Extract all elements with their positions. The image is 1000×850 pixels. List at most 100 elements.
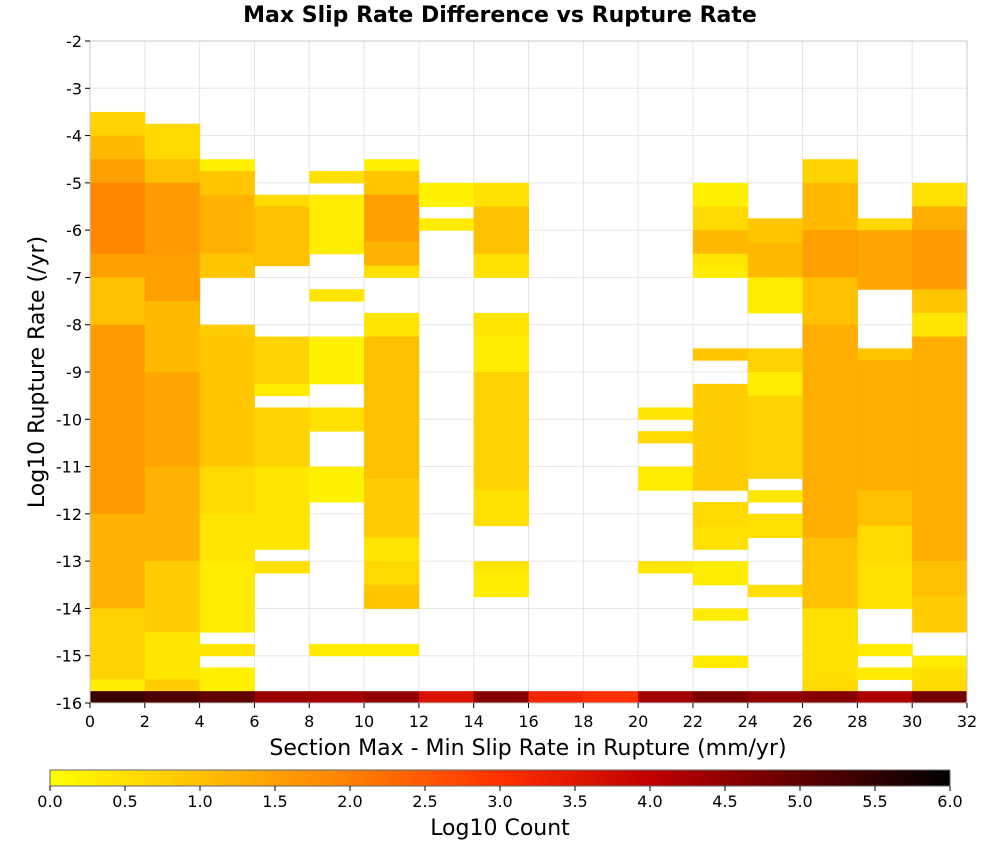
heatmap-cell [309,289,365,302]
heatmap-cell [747,348,804,373]
x-tick-label: 30 [902,712,922,731]
heatmap-cell [692,253,749,267]
x-tick-label: 28 [847,712,867,731]
heatmap-cell [144,253,201,302]
colorbar-tick-label: 5.5 [862,792,887,811]
heatmap-cell [199,336,255,468]
y-axis-label: Log10 Rupture Rate (/yr) [25,236,50,508]
heatmap-cell [747,584,804,598]
heatmap-cell [309,466,365,503]
y-tick-label: -15 [56,647,82,666]
heatmap-cell [473,372,529,491]
y-tick-label: -16 [56,694,82,713]
heatmap-cell [692,348,749,361]
heatmap-cell [364,171,420,196]
colorbar-tick-label: 1.5 [262,792,287,811]
heatmap-cell [309,336,365,385]
heatmap-cell [473,691,529,703]
heatmap-cell [199,253,255,278]
x-tick-label: 22 [683,712,703,731]
x-tick-label: 14 [464,712,484,731]
heatmap-cell [144,301,201,373]
heatmap-cell [857,218,913,231]
x-tick-label: 16 [518,712,538,731]
x-tick-label: 12 [409,712,429,731]
x-tick-label: 24 [738,712,758,731]
x-tick-label: 10 [354,712,374,731]
y-tick-label: -3 [66,79,82,98]
y-tick-label: -12 [56,505,82,524]
heatmap-cell [364,643,420,657]
heatmap-cell [309,194,365,255]
heatmap-cell [638,561,694,574]
colorbar-ticks: 0.0 0.5 1.0 1.5 2.0 2.5 3.0 3.5 4.0 4.5 5.0 5.5 6.0 [37,786,963,811]
x-axis-ticks: 0 2 4 6 8 10 12 14 16 18 20 22 24 26 28 30 32 [85,703,977,731]
colorbar-label: Log10 Count [430,816,570,841]
heatmap-cell [802,691,858,703]
heatmap-cell [90,135,146,160]
heatmap-cell [90,608,146,680]
y-tick-label: -8 [66,316,82,335]
heatmap-cell [692,561,749,586]
colorbar-tick-label: 4.0 [637,792,662,811]
heatmap-cell [857,348,913,361]
heatmap-cell [199,171,255,196]
heatmap-cell [473,572,529,598]
colorbar-tick-label: 3.0 [487,792,512,811]
heatmap-cell [199,561,255,633]
heatmap-cell [144,561,201,633]
heatmap-cell [364,159,420,172]
heatmap-cell [802,277,858,326]
heatmap-cell [90,277,146,326]
heatmap-cell [199,194,255,255]
heatmap-cell [692,502,749,527]
x-tick-label: 26 [792,712,812,731]
heatmap-cell [747,395,804,479]
colorbar-tick-label: 5.0 [787,792,812,811]
heatmap-cell [912,691,968,703]
heatmap-cell [144,691,201,703]
heatmap-cell [912,206,968,231]
heatmap-cell [912,561,968,598]
heatmap-cell [692,206,749,231]
heatmap-cell [747,691,804,703]
heatmap-cells [90,111,968,704]
colorbar-tick-label: 6.0 [937,792,962,811]
y-tick-label: -5 [66,174,82,193]
colorbar-tick-label: 0.5 [112,792,137,811]
heatmap-cell [692,265,749,278]
y-tick-label: -9 [66,363,82,382]
heatmap-cell [473,561,529,574]
heatmap-cell [857,360,913,491]
heatmap-cell [473,253,529,278]
heatmap-cell [802,159,858,184]
heatmap-cell [747,372,804,397]
heatmap-cell [857,490,913,527]
heatmap-cell [199,691,255,703]
heatmap-cell [473,312,529,338]
x-tick-label: 2 [140,712,150,731]
heatmap-cell [254,336,310,385]
y-tick-label: -7 [66,268,82,287]
heatmap-cell [254,194,310,207]
heatmap-cell [747,513,804,538]
colorbar-tick-label: 4.5 [712,792,737,811]
heatmap-cell [364,478,420,538]
colorbar-tick-label: 3.5 [562,792,587,811]
heatmap-cell [144,372,201,468]
heatmap-cell [912,336,968,562]
heatmap-cell [912,182,968,207]
heatmap-cell [254,407,310,468]
heatmap-cell [857,691,913,703]
heatmap-cell [692,691,749,703]
heatmap-cell [747,277,804,314]
heatmap-cell [638,407,694,420]
heatmap-cell [747,218,804,243]
x-tick-label: 18 [573,712,593,731]
heatmap-cell [90,324,146,515]
heatmap-cell [90,182,146,255]
heatmap-cell [802,230,858,278]
y-tick-label: -14 [56,599,82,618]
heatmap-cell [692,230,749,255]
heatmap-cell [857,230,913,290]
